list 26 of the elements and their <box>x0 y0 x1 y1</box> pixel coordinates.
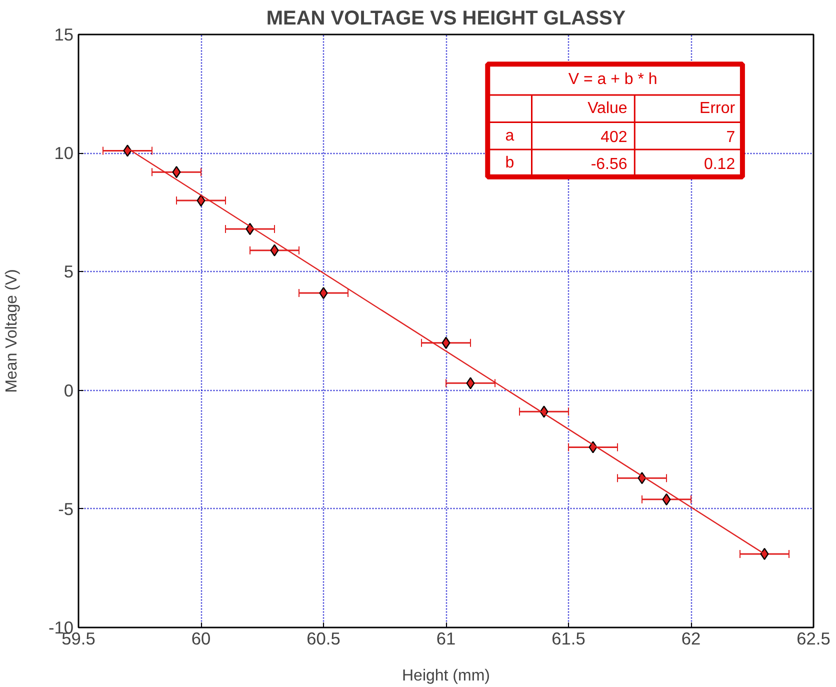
y-tick-label: -5 <box>58 498 74 519</box>
point <box>466 377 475 390</box>
point <box>270 244 279 256</box>
annotation: Error <box>700 100 736 118</box>
x-axis-title: Height (mm) <box>402 668 490 684</box>
annotation: Value <box>588 100 628 118</box>
annotation: V = a + b * h <box>568 71 658 88</box>
annotation: 0.12 <box>704 156 736 174</box>
y-axis-title: Mean Voltage (V) <box>3 269 20 393</box>
x-tick-label: 62.5 <box>796 628 830 648</box>
x-tick-label: 60.5 <box>306 628 340 648</box>
x-tick-label: 61 <box>436 628 456 648</box>
annotation: 402 <box>600 128 628 146</box>
x-tick-label: 61.5 <box>552 628 586 648</box>
y-tick-label: 0 <box>64 380 74 400</box>
y-tick-label: 15 <box>54 24 74 44</box>
annotation: 7 <box>726 128 736 146</box>
annotation: a <box>505 127 514 144</box>
y-tick-label: 10 <box>54 143 74 164</box>
x-tick-label: 62 <box>681 628 701 648</box>
y-tick-label: 5 <box>64 262 74 282</box>
annotation: -6.56 <box>590 156 628 174</box>
annotation: b <box>505 154 514 172</box>
point <box>442 336 450 349</box>
x-tick-label: 60 <box>191 628 211 648</box>
chart-title: MEAN VOLTAGE VS HEIGHT GLASSY <box>266 8 626 30</box>
